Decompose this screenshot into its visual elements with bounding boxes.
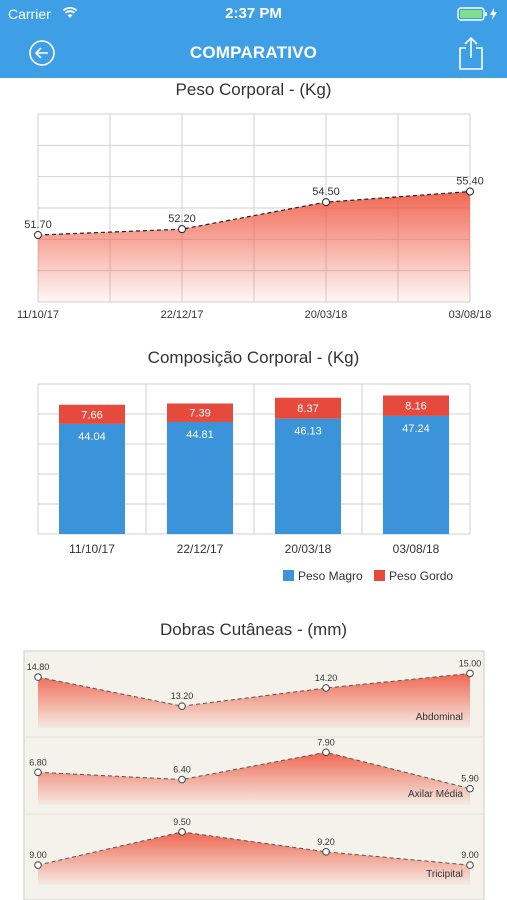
carrier-label: Carrier [8, 6, 51, 22]
bar-lean-label: 44.81 [186, 429, 214, 441]
skinfold-point [322, 684, 330, 692]
status-bar: Carrier 2:37 PM [0, 0, 507, 28]
composition-x-label: 03/08/18 [393, 542, 440, 556]
bar-lean [167, 421, 233, 534]
skinfold-area [38, 831, 470, 885]
weight-point [34, 231, 42, 240]
skinfold-value-label: 15.00 [459, 658, 482, 668]
skinfold-area [38, 673, 470, 728]
skinfold-series-label: Tricipital [426, 869, 463, 880]
wifi-icon [62, 5, 78, 22]
legend-swatch-fat [374, 570, 386, 581]
skinfold-value-label: 6.40 [173, 765, 191, 775]
bar-lean [59, 423, 125, 534]
weight-value-label: 55.40 [456, 176, 484, 188]
composition-chart-title: Composição Corporal - (Kg) [147, 348, 360, 367]
skinfold-value-label: 6.80 [29, 757, 47, 767]
legend-item-lean: Peso Magro [283, 569, 363, 583]
skinfold-series-label: Axilar Média [408, 789, 463, 800]
circle-arrow-left-icon [29, 40, 55, 66]
composition-x-label: 22/12/17 [177, 542, 224, 556]
composition-grid [37, 383, 471, 535]
weight-point [178, 225, 186, 234]
skinfold-panel: 6.80 6.40 7.90 5.90 Axilar Média [24, 736, 484, 805]
skinfold-point [34, 673, 42, 681]
skinfold-point [322, 848, 330, 856]
skinfold-point [178, 702, 186, 710]
skinfold-value-label: 14.20 [315, 673, 338, 683]
weight-grid [37, 113, 471, 303]
battery-charging-icon [457, 7, 499, 24]
bar-lean [275, 418, 341, 534]
share-button[interactable] [458, 35, 484, 71]
skinfold-value-label: 13.20 [171, 691, 194, 701]
share-icon [459, 36, 483, 70]
skinfold-point [34, 768, 42, 777]
composition-legend: Peso Magro Peso Gordo [283, 569, 461, 583]
skinfold-point [466, 669, 474, 678]
bar-lean-label: 44.04 [78, 431, 106, 443]
page-title: COMPARATIVO [189, 43, 318, 62]
skinfold-line [37, 672, 471, 707]
bar-fat [275, 397, 341, 419]
skinfold-line [37, 751, 471, 790]
skinfold-point [34, 861, 42, 869]
skinfolds-chart-title: Dobras Cutâneas - (mm) [159, 620, 348, 639]
bar-lean-label: 47.24 [402, 423, 430, 435]
weight-x-label: 22/12/17 [161, 309, 204, 321]
weight-x-label: 03/08/18 [449, 309, 492, 321]
bar-fat-label: 7.66 [81, 409, 102, 421]
bar-fat [59, 404, 125, 424]
skinfold-value-label: 7.90 [317, 737, 335, 747]
weight-x-label: 20/03/18 [305, 309, 348, 321]
legend-item-fat: Peso Gordo [374, 569, 453, 583]
bar-fat-label: 7.39 [189, 408, 210, 420]
skinfold-value-label: 9.50 [173, 817, 191, 827]
weight-point [322, 198, 330, 207]
legend-label-lean: Peso Magro [298, 569, 363, 583]
weight-value-label: 51.70 [24, 219, 52, 231]
weight-area [38, 191, 470, 302]
nav-bar: COMPARATIVO [0, 28, 507, 78]
bar-fat [383, 395, 449, 416]
skinfold-panel: 9.00 9.50 9.20 9.00 Tricipital [24, 813, 484, 885]
skinfold-point [466, 861, 474, 869]
skinfold-point [178, 775, 186, 784]
composition-chart: 44.04 7.66 11/10/17 44.81 7.39 22/12/17 46.13 8… [37, 383, 471, 556]
legend-label-fat: Peso Gordo [389, 569, 454, 583]
skinfold-area [38, 752, 470, 805]
skinfold-point [322, 748, 330, 757]
bar-fat [167, 403, 233, 422]
composition-x-label: 20/03/18 [285, 542, 332, 556]
skinfold-value-label: 9.00 [461, 850, 479, 860]
skinfolds-chart: 14.80 13.20 14.20 15.00 Abdominal 6.80 6.40 7.9… [23, 650, 485, 900]
bar-fat-label: 8.16 [405, 401, 426, 413]
weight-chart: 51.70 11/10/17 52.20 22/12/17 54.50 20/03/18 5… [17, 113, 492, 321]
skinfold-value-label: 9.00 [29, 850, 47, 860]
skinfold-line [37, 831, 471, 866]
legend-swatch-lean [283, 570, 294, 581]
skinfold-series-label: Abdominal [416, 712, 463, 723]
back-button[interactable] [28, 39, 56, 67]
weight-line [37, 190, 471, 236]
weight-x-label: 11/10/17 [17, 309, 59, 321]
skinfold-value-label: 9.20 [317, 837, 335, 847]
skinfolds-panel-bg [23, 650, 485, 900]
skinfold-point [466, 784, 474, 793]
weight-chart-title: Peso Corporal - (Kg) [175, 80, 332, 99]
weight-value-label: 52.20 [168, 213, 196, 225]
skinfold-point [178, 828, 186, 836]
skinfold-panel: 14.80 13.20 14.20 15.00 Abdominal [27, 658, 482, 728]
bar-fat-label: 8.37 [297, 403, 318, 415]
status-time: 2:37 PM [225, 5, 282, 22]
skinfold-value-label: 14.80 [27, 662, 50, 672]
bar-lean [383, 415, 449, 534]
composition-x-label: 11/10/17 [69, 542, 115, 556]
weight-value-label: 54.50 [312, 186, 340, 198]
weight-point [466, 187, 474, 196]
skinfold-value-label: 5.90 [461, 774, 479, 784]
bar-lean-label: 46.13 [294, 426, 322, 438]
